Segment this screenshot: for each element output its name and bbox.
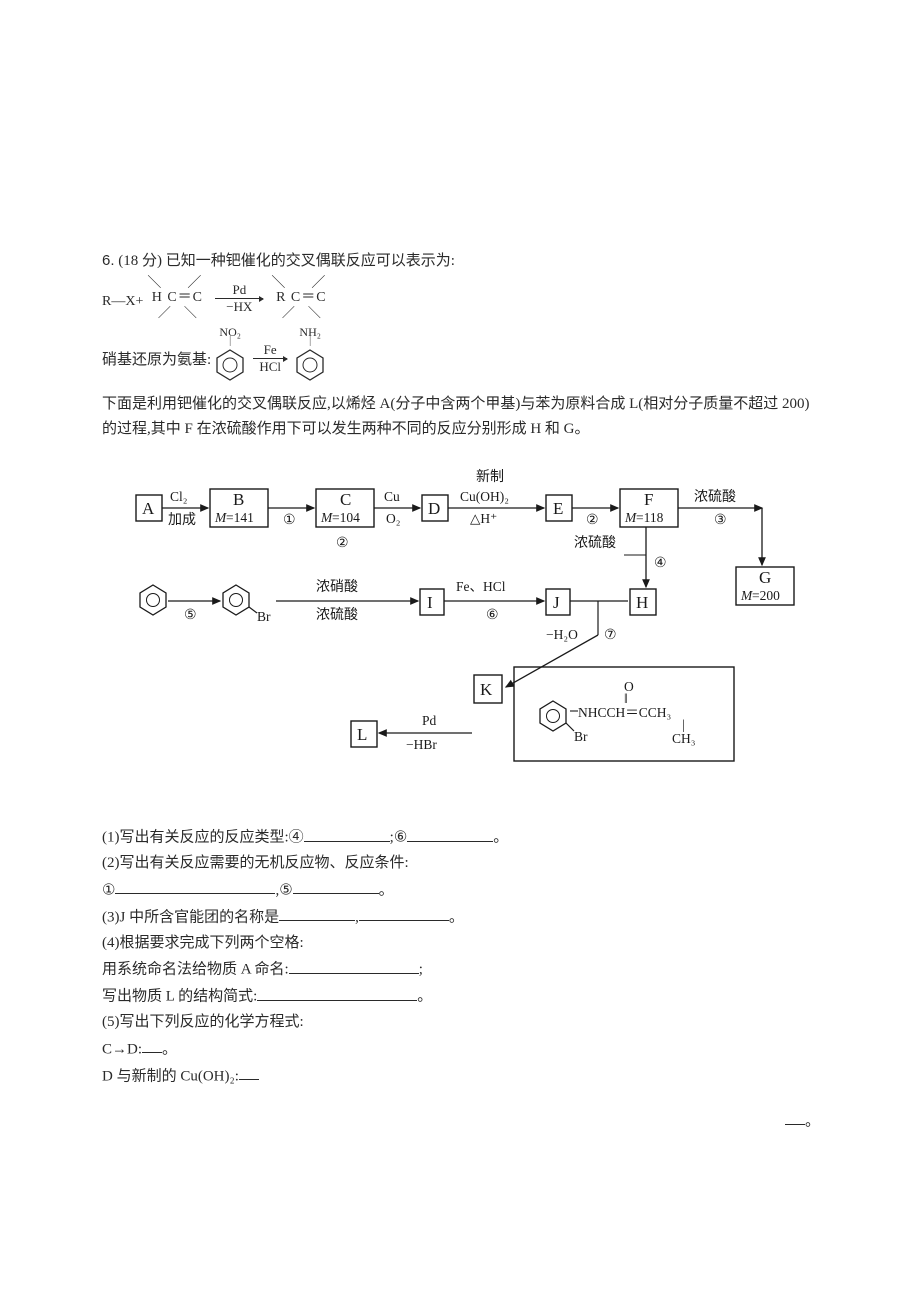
blank-6[interactable] <box>407 824 493 842</box>
svg-text:⑦: ⑦ <box>604 628 617 643</box>
svg-text:浓硫酸: 浓硫酸 <box>316 607 358 623</box>
svg-text:O₂: O₂ <box>386 511 400 526</box>
svg-text:D: D <box>428 499 440 518</box>
q4b: 写出物质 L 的结构简式:。 <box>102 983 820 1010</box>
svg-text:②: ② <box>336 536 349 551</box>
q4: (4)根据要求完成下列两个空格: <box>102 931 820 957</box>
svg-text:=104: =104 <box>332 510 360 525</box>
q5: (5)写出下列反应的化学方程式: <box>102 1010 820 1036</box>
svg-text:J: J <box>553 593 560 612</box>
blank-q5b[interactable] <box>239 1063 259 1081</box>
q-intro: 已知一种钯催化的交叉偶联反应可以表示为: <box>166 253 455 269</box>
benzene-ring-icon <box>215 348 245 382</box>
svg-text:Cu(OH)₂: Cu(OH)₂ <box>460 489 509 504</box>
question-stem: 6. (18 分) 已知一种钯催化的交叉偶联反应可以表示为: <box>102 248 820 275</box>
rxn1-arrow: Pd −HX <box>211 283 267 313</box>
blank-q3a[interactable] <box>279 904 355 922</box>
svg-text:G: G <box>759 568 771 587</box>
svg-text:浓硫酸: 浓硫酸 <box>574 535 616 551</box>
svg-text:H: H <box>636 593 648 612</box>
paragraph-context: 下面是利用钯催化的交叉偶联反应,以烯烃 A(分子中含两个甲基)与苯为原料合成 L… <box>102 392 820 443</box>
q4a: 用系统命名法给物质 A 命名:; <box>102 956 820 983</box>
svg-text:④: ④ <box>654 556 667 571</box>
svg-text:加成: 加成 <box>168 512 196 528</box>
svg-text:−H₂O: −H₂O <box>546 627 578 642</box>
svg-text:=118: =118 <box>636 510 664 525</box>
svg-text:|: | <box>682 717 685 732</box>
svg-text:F: F <box>644 490 653 509</box>
benzene-ring-icon <box>295 348 325 382</box>
reaction-2: 硝基还原为氨基: NO₂ ｜ Fe HCl NH₂ ｜ <box>102 326 820 382</box>
rxn2-arrow: Fe HCl <box>249 343 291 373</box>
svg-text:③: ③ <box>714 513 727 528</box>
svg-text:CH₃: CH₃ <box>672 731 696 746</box>
blank-q2-5[interactable] <box>293 877 379 895</box>
q5b-tail-line: 。 <box>102 1108 820 1135</box>
svg-text:Cu: Cu <box>384 489 400 504</box>
blank-q2-1[interactable] <box>115 877 275 895</box>
q2: (2)写出有关反应需要的无机反应物、反应条件: <box>102 851 820 877</box>
q-number: 6. <box>102 252 115 269</box>
svg-text:⑤: ⑤ <box>184 608 197 623</box>
rxn1-lhs-prefix: R—X+ <box>102 290 143 314</box>
q3: (3)J 中所含官能团的名称是,。 <box>102 904 820 931</box>
svg-text:△H⁺: △H⁺ <box>470 511 497 526</box>
blank-q5b-tail[interactable] <box>785 1108 805 1126</box>
svg-text:②: ② <box>586 513 599 528</box>
svg-text:B: B <box>233 490 244 509</box>
q5b: D 与新制的 Cu(OH)₂: <box>102 1063 820 1090</box>
doc-page: 6. (18 分) 已知一种钯催化的交叉偶联反应可以表示为: R—X+ ＼ ／ … <box>0 0 920 1195</box>
rxn2-nitrobenzene: NO₂ ｜ <box>215 326 245 382</box>
q-points: (18 分) <box>118 253 162 269</box>
rxn2-aniline: NH₂ ｜ <box>295 326 325 382</box>
svg-text:‖: ‖ <box>624 691 628 706</box>
svg-text:Br: Br <box>574 729 588 744</box>
svg-text:−HBr: −HBr <box>406 737 437 752</box>
svg-text:=200: =200 <box>752 588 780 603</box>
svg-text:浓硫酸: 浓硫酸 <box>694 489 736 505</box>
svg-text:Pd: Pd <box>422 713 437 728</box>
svg-text:K: K <box>480 680 493 699</box>
rxn2-label: 硝基还原为氨基: <box>102 348 211 374</box>
svg-text:L: L <box>357 725 367 744</box>
blank-q5a[interactable] <box>142 1036 162 1054</box>
synthesis-scheme: .bx{fill:none;stroke:#1a1a1a;stroke-widt… <box>126 467 820 807</box>
svg-text:浓硝酸: 浓硝酸 <box>316 579 358 595</box>
blank-q4b[interactable] <box>257 983 417 1001</box>
blank-q4a[interactable] <box>289 956 419 974</box>
svg-text:C: C <box>340 490 351 509</box>
svg-text:新制: 新制 <box>476 469 504 485</box>
rxn1-alkene-right: ＼ ／ R C＝C ／ ＼ <box>271 277 331 320</box>
blank-q3b[interactable] <box>359 904 449 922</box>
svg-text:①: ① <box>283 513 296 528</box>
q2-blanks: ①,⑤。 <box>102 877 820 904</box>
q1: (1)写出有关反应的反应类型:④;⑥。 <box>102 824 820 851</box>
blank-4[interactable] <box>304 824 390 842</box>
svg-text:⑥: ⑥ <box>486 608 499 623</box>
scheme-svg: .bx{fill:none;stroke:#1a1a1a;stroke-widt… <box>126 467 806 797</box>
svg-text:Fe、HCl: Fe、HCl <box>456 579 506 594</box>
svg-text:NHCCH＝CCH₃: NHCCH＝CCH₃ <box>578 705 672 720</box>
svg-text:E: E <box>553 499 563 518</box>
svg-text:Cl₂: Cl₂ <box>170 489 187 504</box>
svg-text:=141: =141 <box>226 510 254 525</box>
rxn1-alkene-left: ＼ ／ H C＝C ／ ＼ <box>147 277 207 320</box>
svg-text:Br: Br <box>257 609 271 624</box>
svg-text:I: I <box>427 593 433 612</box>
q5a: C→D:。 <box>102 1036 820 1063</box>
reaction-1: R—X+ ＼ ／ H C＝C ／ ＼ Pd −HX ＼ ／ R C＝C ／ ＼ <box>102 277 820 320</box>
svg-text:A: A <box>142 499 155 518</box>
